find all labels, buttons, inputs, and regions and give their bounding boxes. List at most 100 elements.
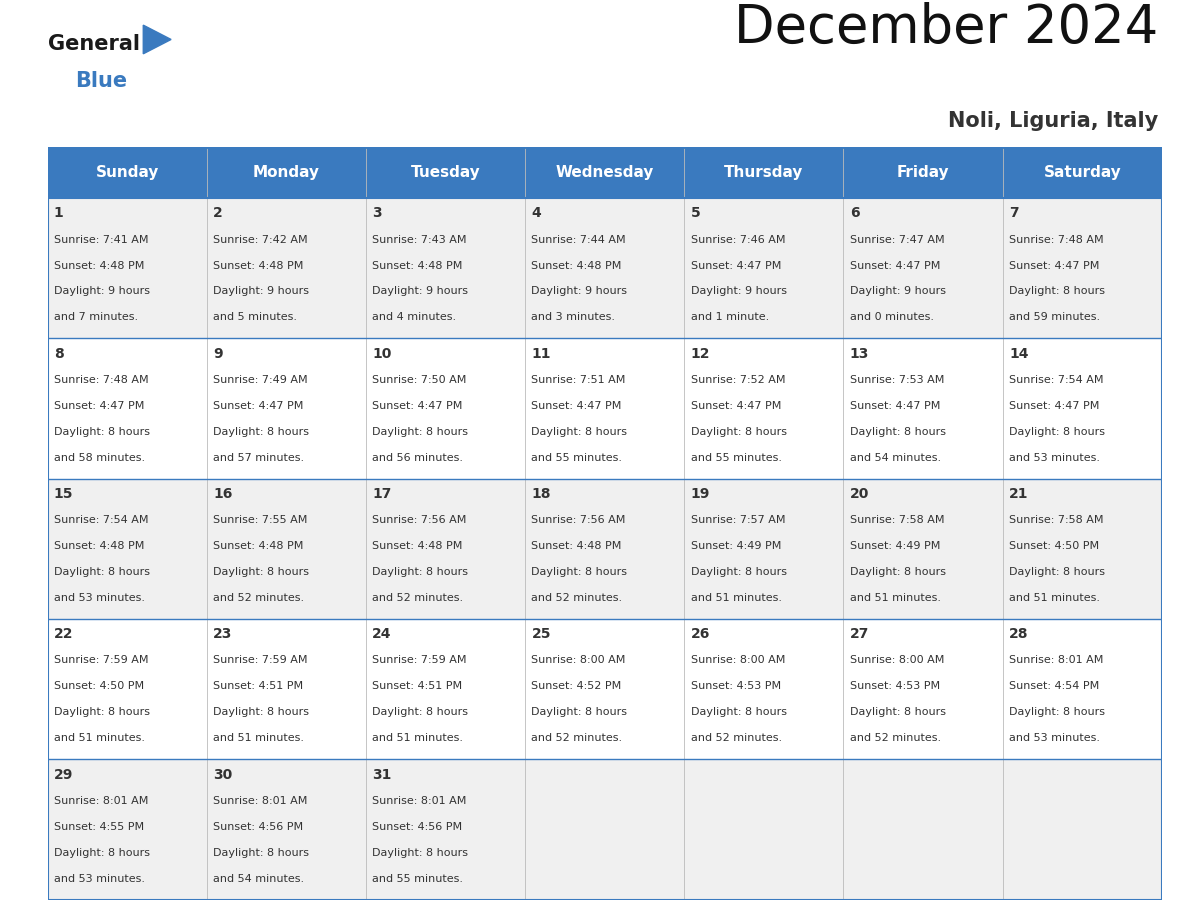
Text: 3: 3 [372, 207, 381, 220]
Text: Sunrise: 7:59 AM: Sunrise: 7:59 AM [372, 655, 467, 666]
Text: Sunday: Sunday [95, 165, 159, 180]
Text: Daylight: 8 hours: Daylight: 8 hours [690, 708, 786, 717]
Text: Blue: Blue [75, 72, 127, 91]
Text: 15: 15 [53, 487, 74, 501]
Text: 10: 10 [372, 347, 392, 361]
Text: Sunrise: 7:41 AM: Sunrise: 7:41 AM [53, 235, 148, 244]
Text: Sunrise: 7:48 AM: Sunrise: 7:48 AM [53, 375, 148, 385]
Text: and 53 minutes.: and 53 minutes. [1009, 733, 1100, 744]
Text: Daylight: 8 hours: Daylight: 8 hours [213, 567, 309, 577]
Text: Sunset: 4:50 PM: Sunset: 4:50 PM [53, 681, 144, 691]
Text: Saturday: Saturday [1043, 165, 1121, 180]
Text: 8: 8 [53, 347, 64, 361]
Text: and 53 minutes.: and 53 minutes. [1009, 453, 1100, 463]
Text: Sunrise: 7:58 AM: Sunrise: 7:58 AM [1009, 515, 1104, 525]
Text: Sunrise: 7:54 AM: Sunrise: 7:54 AM [1009, 375, 1104, 385]
Text: Daylight: 8 hours: Daylight: 8 hours [1009, 708, 1105, 717]
Text: Sunset: 4:48 PM: Sunset: 4:48 PM [213, 261, 303, 271]
Bar [48, 198, 1162, 339]
Text: and 55 minutes.: and 55 minutes. [690, 453, 782, 463]
Text: and 55 minutes.: and 55 minutes. [372, 874, 463, 884]
Text: Sunset: 4:47 PM: Sunset: 4:47 PM [372, 401, 462, 411]
Text: Daylight: 9 hours: Daylight: 9 hours [531, 286, 627, 297]
Text: Sunset: 4:48 PM: Sunset: 4:48 PM [213, 541, 303, 551]
Text: Sunset: 4:48 PM: Sunset: 4:48 PM [531, 541, 621, 551]
Text: Sunrise: 8:00 AM: Sunrise: 8:00 AM [849, 655, 944, 666]
Text: Daylight: 9 hours: Daylight: 9 hours [53, 286, 150, 297]
Text: 13: 13 [849, 347, 870, 361]
Text: Sunset: 4:56 PM: Sunset: 4:56 PM [213, 822, 303, 832]
Text: Sunrise: 7:50 AM: Sunrise: 7:50 AM [372, 375, 467, 385]
Text: Daylight: 8 hours: Daylight: 8 hours [849, 708, 946, 717]
Text: Sunrise: 8:01 AM: Sunrise: 8:01 AM [1009, 655, 1104, 666]
Text: Sunrise: 7:48 AM: Sunrise: 7:48 AM [1009, 235, 1104, 244]
Text: and 51 minutes.: and 51 minutes. [690, 593, 782, 603]
Text: Sunrise: 7:49 AM: Sunrise: 7:49 AM [213, 375, 308, 385]
Text: Tuesday: Tuesday [411, 165, 480, 180]
Text: Daylight: 8 hours: Daylight: 8 hours [53, 567, 150, 577]
Text: Sunset: 4:47 PM: Sunset: 4:47 PM [531, 401, 621, 411]
Text: Daylight: 8 hours: Daylight: 8 hours [53, 847, 150, 857]
Text: Daylight: 8 hours: Daylight: 8 hours [531, 567, 627, 577]
Text: and 3 minutes.: and 3 minutes. [531, 312, 615, 322]
Text: Sunset: 4:53 PM: Sunset: 4:53 PM [849, 681, 940, 691]
Text: Sunset: 4:47 PM: Sunset: 4:47 PM [849, 401, 940, 411]
Text: Daylight: 9 hours: Daylight: 9 hours [849, 286, 946, 297]
Text: and 59 minutes.: and 59 minutes. [1009, 312, 1100, 322]
Text: Sunrise: 7:47 AM: Sunrise: 7:47 AM [849, 235, 944, 244]
Text: Daylight: 8 hours: Daylight: 8 hours [690, 427, 786, 437]
Text: Sunset: 4:48 PM: Sunset: 4:48 PM [53, 261, 144, 271]
Text: and 7 minutes.: and 7 minutes. [53, 312, 138, 322]
Bar [48, 339, 1162, 478]
Text: Sunrise: 7:56 AM: Sunrise: 7:56 AM [531, 515, 626, 525]
Text: Sunrise: 7:42 AM: Sunrise: 7:42 AM [213, 235, 308, 244]
Text: 26: 26 [690, 627, 710, 642]
Text: Sunset: 4:47 PM: Sunset: 4:47 PM [213, 401, 303, 411]
Text: Sunset: 4:54 PM: Sunset: 4:54 PM [1009, 681, 1099, 691]
Text: Sunrise: 7:52 AM: Sunrise: 7:52 AM [690, 375, 785, 385]
Text: 27: 27 [849, 627, 870, 642]
Text: Daylight: 8 hours: Daylight: 8 hours [531, 427, 627, 437]
Text: 25: 25 [531, 627, 551, 642]
Text: and 52 minutes.: and 52 minutes. [531, 733, 623, 744]
Text: Sunrise: 7:59 AM: Sunrise: 7:59 AM [53, 655, 148, 666]
Text: and 51 minutes.: and 51 minutes. [53, 733, 145, 744]
Polygon shape [144, 25, 171, 54]
Text: Daylight: 8 hours: Daylight: 8 hours [213, 708, 309, 717]
Text: Sunset: 4:50 PM: Sunset: 4:50 PM [1009, 541, 1099, 551]
Text: Sunset: 4:48 PM: Sunset: 4:48 PM [372, 261, 462, 271]
Text: and 51 minutes.: and 51 minutes. [213, 733, 304, 744]
Text: Sunrise: 7:44 AM: Sunrise: 7:44 AM [531, 235, 626, 244]
Text: Daylight: 8 hours: Daylight: 8 hours [372, 427, 468, 437]
Text: and 51 minutes.: and 51 minutes. [1009, 593, 1100, 603]
Text: Sunrise: 7:53 AM: Sunrise: 7:53 AM [849, 375, 944, 385]
Text: Sunrise: 7:51 AM: Sunrise: 7:51 AM [531, 375, 626, 385]
Text: Daylight: 8 hours: Daylight: 8 hours [1009, 286, 1105, 297]
Text: Sunrise: 7:57 AM: Sunrise: 7:57 AM [690, 515, 785, 525]
Text: Sunset: 4:47 PM: Sunset: 4:47 PM [1009, 401, 1099, 411]
Text: 12: 12 [690, 347, 710, 361]
Text: Sunset: 4:48 PM: Sunset: 4:48 PM [372, 541, 462, 551]
Text: Sunrise: 7:55 AM: Sunrise: 7:55 AM [213, 515, 308, 525]
Text: Sunset: 4:55 PM: Sunset: 4:55 PM [53, 822, 144, 832]
Text: 18: 18 [531, 487, 551, 501]
Text: 1: 1 [53, 207, 64, 220]
Text: Daylight: 9 hours: Daylight: 9 hours [372, 286, 468, 297]
Text: Sunset: 4:49 PM: Sunset: 4:49 PM [690, 541, 781, 551]
Text: Sunrise: 7:59 AM: Sunrise: 7:59 AM [213, 655, 308, 666]
Text: Daylight: 8 hours: Daylight: 8 hours [53, 708, 150, 717]
Text: Daylight: 9 hours: Daylight: 9 hours [690, 286, 786, 297]
Text: and 52 minutes.: and 52 minutes. [372, 593, 463, 603]
Text: Daylight: 8 hours: Daylight: 8 hours [372, 847, 468, 857]
Text: and 4 minutes.: and 4 minutes. [372, 312, 456, 322]
Text: Sunrise: 8:01 AM: Sunrise: 8:01 AM [53, 796, 148, 806]
Text: Daylight: 8 hours: Daylight: 8 hours [849, 427, 946, 437]
Text: Sunrise: 7:58 AM: Sunrise: 7:58 AM [849, 515, 944, 525]
Text: Daylight: 8 hours: Daylight: 8 hours [213, 847, 309, 857]
Text: Daylight: 8 hours: Daylight: 8 hours [53, 427, 150, 437]
Bar [48, 478, 1162, 619]
Text: Friday: Friday [897, 165, 949, 180]
Text: 19: 19 [690, 487, 710, 501]
Text: and 5 minutes.: and 5 minutes. [213, 312, 297, 322]
Text: Daylight: 8 hours: Daylight: 8 hours [531, 708, 627, 717]
